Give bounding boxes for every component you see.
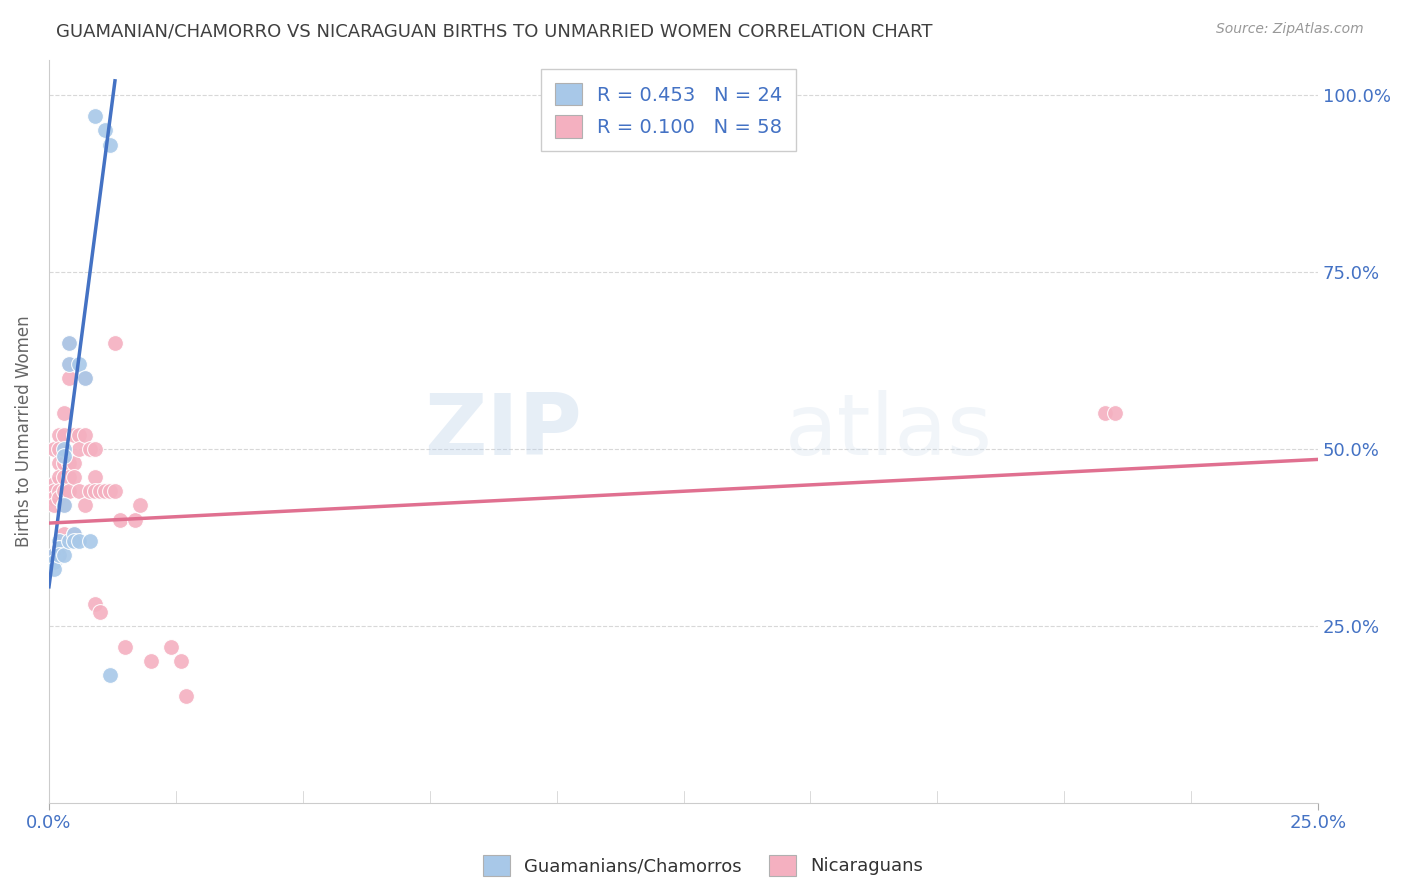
Text: ZIP: ZIP xyxy=(425,390,582,473)
Point xyxy=(63,427,86,442)
Point xyxy=(53,442,76,456)
Point xyxy=(48,484,70,499)
Point xyxy=(58,484,80,499)
Point xyxy=(79,442,101,456)
Point xyxy=(48,456,70,470)
Point xyxy=(67,484,90,499)
Point xyxy=(89,605,111,619)
Point xyxy=(79,533,101,548)
Point xyxy=(67,357,90,371)
Point xyxy=(114,640,136,654)
Point xyxy=(58,357,80,371)
Text: atlas: atlas xyxy=(785,390,993,473)
Point xyxy=(63,456,86,470)
Point xyxy=(104,335,127,350)
Point xyxy=(159,640,181,654)
Point xyxy=(53,499,76,513)
Point xyxy=(48,470,70,484)
Point xyxy=(129,499,152,513)
Point xyxy=(83,470,105,484)
Point xyxy=(53,427,76,442)
Y-axis label: Births to Unmarried Women: Births to Unmarried Women xyxy=(15,315,32,547)
Point xyxy=(73,371,96,385)
Point xyxy=(67,427,90,442)
Point xyxy=(42,477,65,491)
Point xyxy=(63,470,86,484)
Point xyxy=(58,533,80,548)
Point xyxy=(53,484,76,499)
Point xyxy=(48,442,70,456)
Point xyxy=(83,109,105,123)
Text: Source: ZipAtlas.com: Source: ZipAtlas.com xyxy=(1216,22,1364,37)
Point xyxy=(42,548,65,562)
Point xyxy=(53,456,76,470)
Point xyxy=(58,371,80,385)
Point xyxy=(98,668,121,682)
Point xyxy=(48,548,70,562)
Point xyxy=(53,499,76,513)
Point xyxy=(108,512,131,526)
Point xyxy=(94,484,117,499)
Point xyxy=(89,484,111,499)
Text: GUAMANIAN/CHAMORRO VS NICARAGUAN BIRTHS TO UNMARRIED WOMEN CORRELATION CHART: GUAMANIAN/CHAMORRO VS NICARAGUAN BIRTHS … xyxy=(56,22,932,40)
Point xyxy=(98,484,121,499)
Point xyxy=(53,449,76,463)
Point xyxy=(53,470,76,484)
Point xyxy=(73,371,96,385)
Point xyxy=(42,499,65,513)
Point xyxy=(67,442,90,456)
Point xyxy=(53,548,76,562)
Point xyxy=(79,484,101,499)
Point xyxy=(42,484,65,499)
Point xyxy=(58,335,80,350)
Point xyxy=(1104,406,1126,420)
Point xyxy=(58,357,80,371)
Point xyxy=(42,442,65,456)
Point xyxy=(73,499,96,513)
Point xyxy=(53,406,76,420)
Point xyxy=(42,548,65,562)
Point xyxy=(174,690,197,704)
Point xyxy=(98,137,121,152)
Point xyxy=(83,598,105,612)
Point xyxy=(67,533,90,548)
Point xyxy=(104,484,127,499)
Point xyxy=(42,555,65,569)
Point xyxy=(48,427,70,442)
Point xyxy=(48,541,70,555)
Point xyxy=(83,484,105,499)
Point xyxy=(1094,406,1116,420)
Legend: Guamanians/Chamorros, Nicaraguans: Guamanians/Chamorros, Nicaraguans xyxy=(475,847,931,883)
Point xyxy=(48,548,70,562)
Point xyxy=(58,335,80,350)
Point xyxy=(83,442,105,456)
Legend: R = 0.453   N = 24, R = 0.100   N = 58: R = 0.453 N = 24, R = 0.100 N = 58 xyxy=(541,70,796,151)
Point xyxy=(58,470,80,484)
Point xyxy=(42,491,65,506)
Point xyxy=(139,654,162,668)
Point xyxy=(73,427,96,442)
Point xyxy=(63,526,86,541)
Point xyxy=(170,654,193,668)
Point xyxy=(48,533,70,548)
Point xyxy=(48,541,70,555)
Point xyxy=(53,526,76,541)
Point xyxy=(124,512,146,526)
Point xyxy=(63,533,86,548)
Point xyxy=(58,456,80,470)
Point xyxy=(94,123,117,137)
Point xyxy=(42,562,65,576)
Point xyxy=(63,526,86,541)
Point xyxy=(48,491,70,506)
